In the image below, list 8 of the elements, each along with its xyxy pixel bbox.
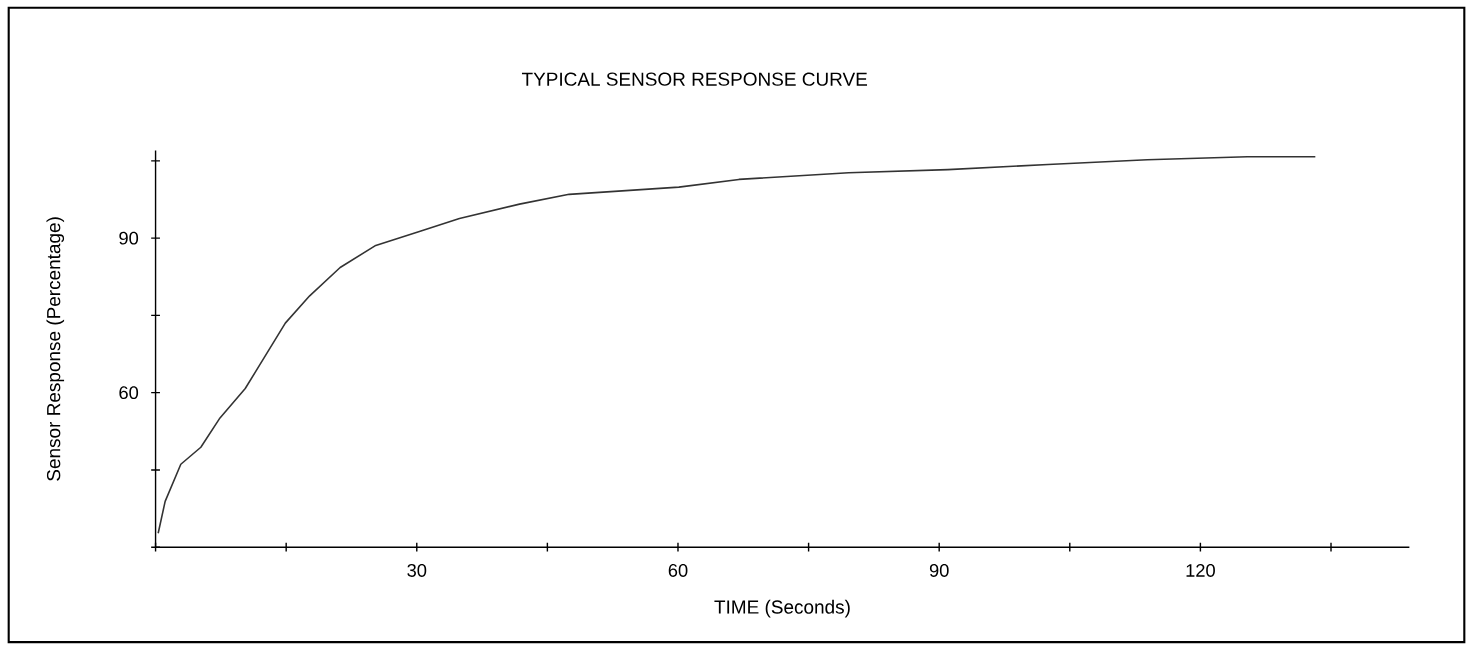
- x-axis-title: TIME (Seconds): [714, 599, 850, 618]
- chart-title: TYPICAL SENSOR RESPONSE CURVE: [521, 72, 868, 86]
- x-tick-label: 90: [929, 564, 949, 577]
- x-tick-label: 120: [1186, 564, 1215, 577]
- line-series: [157, 156, 1317, 535]
- x-tick-label: 30: [407, 564, 427, 577]
- x-tick-label: 60: [668, 564, 688, 577]
- y-axis-title: Sensor Response (Percentage): [46, 217, 65, 481]
